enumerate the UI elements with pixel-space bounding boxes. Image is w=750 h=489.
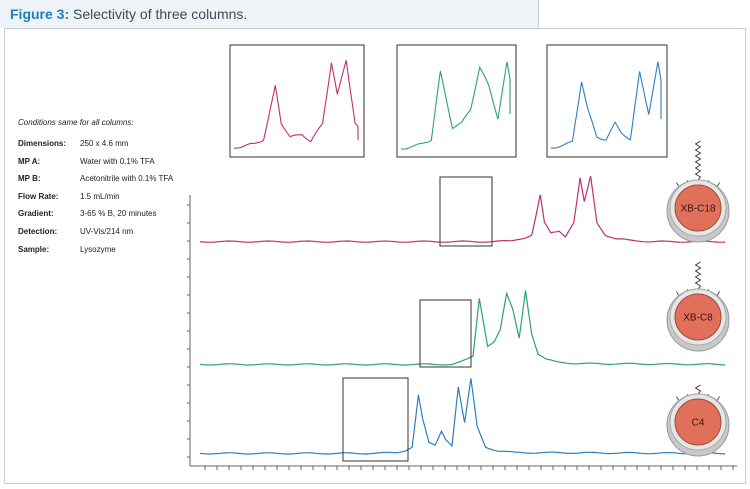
column-badge-core (674, 398, 722, 446)
zoom-region-box (439, 176, 493, 247)
figure-title: Figure 3: Selectivity of three columns. (10, 6, 247, 22)
condition-label: Gradient: (18, 209, 54, 219)
inset-panel (229, 44, 365, 158)
condition-value: Lysozyme (80, 244, 116, 254)
condition-label: Detection: (18, 226, 58, 236)
condition-value: UV-Vis/214 nm (80, 226, 134, 236)
condition-row: Dimensions: 250 x 4.6 mm (18, 139, 173, 157)
condition-row: MP A: Water with 0.1% TFA (18, 157, 173, 175)
zoom-region-box (342, 377, 409, 462)
figure-caption: Selectivity of three columns. (69, 6, 248, 22)
series-line-xb-c18 (199, 175, 726, 243)
inset-series-line (551, 61, 662, 149)
ligand-chain-icon (694, 261, 702, 290)
title-bar: Figure 3: Selectivity of three columns. (0, 0, 539, 28)
condition-row: Gradient: 3-65 % B, 20 minutes (18, 209, 173, 227)
series-line-xb-c8 (199, 290, 726, 366)
inset-panel (546, 44, 668, 158)
series-line-c4 (199, 378, 726, 455)
condition-label: MP A: (18, 156, 41, 166)
ligand-chain-icon (694, 140, 702, 181)
ligand-chain-icon (694, 384, 702, 395)
inset-series-line (234, 60, 359, 149)
condition-row: Sample: Lysozyme (18, 245, 173, 263)
column-badge-label: XB-C18 (680, 204, 715, 215)
conditions-heading: Conditions same for all columns: (18, 118, 134, 127)
conditions-panel: Conditions same for all columns: Dimensi… (18, 118, 173, 262)
condition-label: Sample: (18, 244, 50, 254)
condition-value: 3-65 % B, 20 minutes (80, 209, 157, 219)
condition-value: 1.5 mL/min (80, 191, 120, 201)
column-badge-core (674, 293, 722, 341)
condition-row: Flow Rate: 1.5 mL/min (18, 192, 173, 210)
inset-series-line (401, 61, 511, 150)
condition-row: Detection: UV-Vis/214 nm (18, 227, 173, 245)
column-badge-core (674, 184, 722, 232)
condition-value: Acetonitrile with 0.1% TFA (80, 174, 174, 184)
condition-value: 250 x 4.6 mm (80, 139, 129, 148)
condition-label: Flow Rate: (18, 191, 59, 201)
column-badge-label: XB-C8 (683, 313, 713, 324)
figure-frame (4, 28, 746, 484)
column-badge-label: C4 (692, 418, 705, 429)
condition-row: MP B: Acetonitrile with 0.1% TFA (18, 174, 173, 192)
figure-label: Figure 3: (10, 6, 70, 22)
zoom-region-box (419, 299, 472, 368)
condition-label: Dimensions: (18, 139, 67, 148)
condition-label: MP B: (18, 174, 41, 184)
condition-value: Water with 0.1% TFA (80, 156, 155, 166)
inset-panel (396, 44, 517, 158)
